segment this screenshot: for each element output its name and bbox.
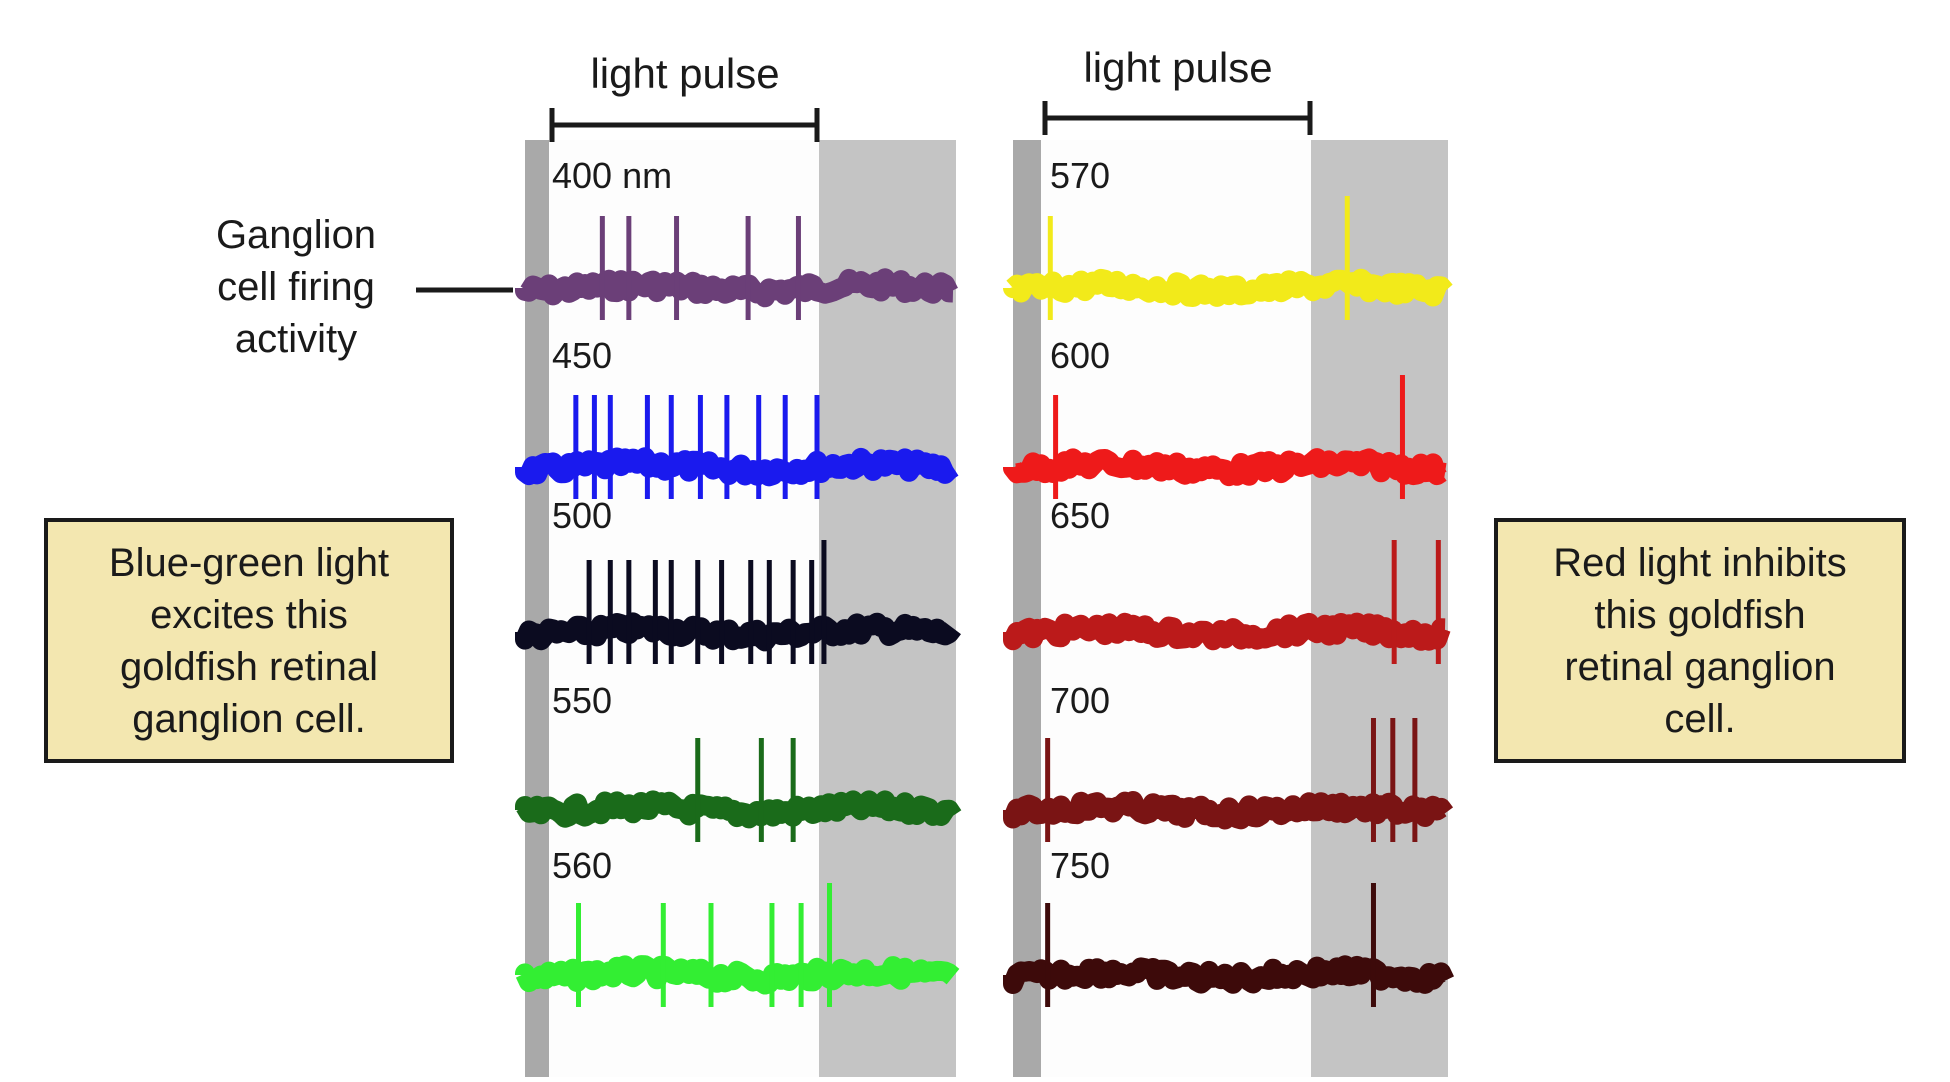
traces-layer: 400 nm 450 500 550 560 570 600 650 700 750 bbox=[515, 155, 1455, 1007]
trace-label: 450 bbox=[552, 335, 612, 376]
trace-label: 700 bbox=[1050, 680, 1110, 721]
callout-left-line-2: excites this bbox=[150, 592, 348, 637]
pulse-label-left: light pulse bbox=[590, 50, 779, 97]
trace-baseline bbox=[515, 790, 962, 829]
callout-right: Red light inhibits this goldfish retinal… bbox=[1494, 518, 1906, 763]
firing-label-line-1: Ganglion bbox=[216, 213, 376, 257]
trace-right-4: 700 bbox=[1003, 680, 1454, 842]
trace-baseline bbox=[515, 268, 959, 308]
trace-label: 550 bbox=[552, 680, 612, 721]
callout-right-line-1: Red light inhibits bbox=[1553, 540, 1847, 585]
firing-label-line-3: activity bbox=[235, 317, 357, 361]
pulse-bracket-right bbox=[1042, 101, 1313, 135]
firing-label-line-2: cell firing bbox=[217, 265, 375, 309]
pulse-label-right: light pulse bbox=[1083, 44, 1272, 91]
trace-label: 500 bbox=[552, 495, 612, 536]
trace-right-5: 750 bbox=[1003, 845, 1455, 1007]
trace-left-5: 560 bbox=[515, 845, 960, 1007]
trace-right-3: 650 bbox=[1003, 495, 1451, 664]
callout-left-line-4: ganglion cell. bbox=[132, 696, 366, 741]
pulse-bracket-left bbox=[549, 108, 820, 142]
trace-label: 750 bbox=[1050, 845, 1110, 886]
trace-baseline bbox=[515, 612, 961, 652]
trace-left-2: 450 bbox=[515, 335, 959, 499]
callout-right-line-2: this goldfish bbox=[1594, 592, 1806, 637]
trace-baseline bbox=[1003, 448, 1451, 487]
trace-baseline bbox=[1003, 791, 1454, 830]
trace-baseline bbox=[515, 447, 959, 487]
trace-right-2: 600 bbox=[1003, 335, 1451, 499]
trace-baseline bbox=[1003, 955, 1455, 994]
trace-label: 400 nm bbox=[552, 155, 672, 196]
trace-baseline bbox=[515, 955, 960, 995]
callout-left: Blue-green light excites this goldfish r… bbox=[44, 518, 454, 763]
callout-left-line-3: goldfish retinal bbox=[120, 644, 378, 689]
trace-baseline bbox=[1003, 268, 1453, 307]
callout-right-line-3: retinal ganglion bbox=[1564, 644, 1836, 689]
trace-label: 650 bbox=[1050, 495, 1110, 536]
trace-left-1: 400 nm bbox=[515, 155, 959, 320]
trace-label: 560 bbox=[552, 845, 612, 886]
trace-baseline bbox=[1003, 612, 1451, 651]
trace-label: 600 bbox=[1050, 335, 1110, 376]
trace-right-1: 570 bbox=[1003, 155, 1453, 320]
trace-label: 570 bbox=[1050, 155, 1110, 196]
callout-left-line-1: Blue-green light bbox=[108, 540, 390, 585]
trace-left-3: 500 bbox=[515, 495, 961, 664]
callout-right-line-4: cell. bbox=[1664, 696, 1736, 741]
trace-left-4: 550 bbox=[515, 680, 962, 842]
